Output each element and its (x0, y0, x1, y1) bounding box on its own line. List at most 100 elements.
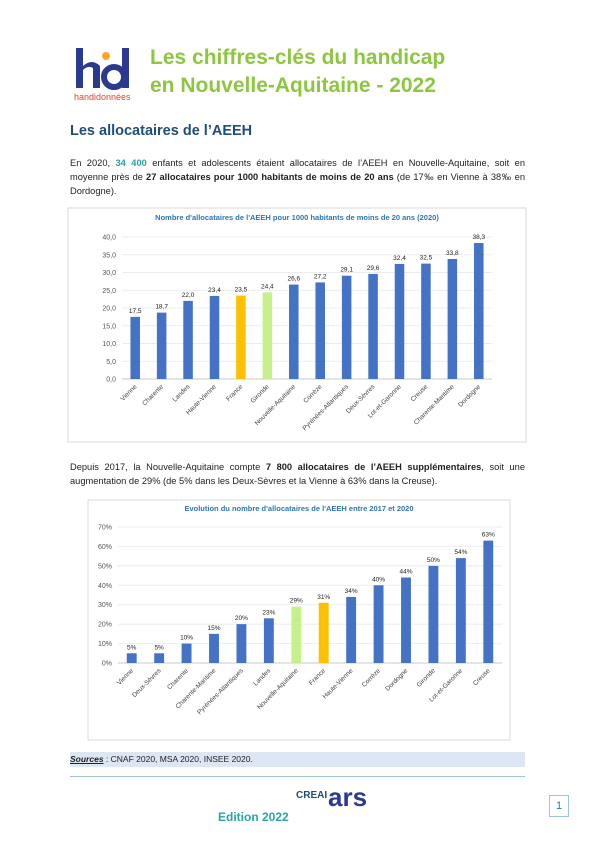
y-tick-label: 60% (98, 544, 112, 551)
x-tick-label: Charente (141, 383, 165, 407)
text: Depuis 2017, la Nouvelle-Aquitaine compt… (70, 462, 266, 472)
bar (154, 653, 165, 663)
text: 27 allocataires pour 1000 habitants de m… (146, 172, 394, 182)
data-label: 26,6 (287, 276, 300, 283)
data-label: 18,7 (155, 304, 168, 311)
data-label: 22,0 (182, 292, 195, 299)
logo-creai: CREAI (296, 790, 328, 801)
sources-label: Sources (70, 754, 104, 764)
data-label: 15% (207, 625, 220, 632)
title-line: Les chiffres-clés du handicap (150, 46, 446, 69)
bar (181, 643, 192, 663)
bar (130, 316, 140, 379)
text: 34 400 (115, 158, 147, 168)
data-label: 38,3 (472, 234, 485, 241)
bar (209, 633, 219, 663)
bar (346, 596, 357, 663)
bar (474, 243, 484, 379)
x-tick-label: Vienne (119, 383, 138, 402)
bar (291, 606, 302, 663)
x-tick-label: Charente (166, 667, 190, 691)
bar (318, 602, 329, 663)
bar (183, 300, 193, 379)
bar (483, 540, 494, 663)
data-label: 5% (127, 644, 137, 651)
y-tick-label: 70% (98, 525, 112, 532)
x-tick-label: Landes (252, 667, 273, 688)
logo-text: handidonnées (74, 92, 131, 102)
paragraph: Depuis 2017, la Nouvelle-Aquitaine compt… (70, 460, 525, 488)
data-label: 23,5 (235, 287, 248, 294)
text: , soit une augmentation de 29% (de 5% da… (70, 462, 526, 486)
page-number: 1 (549, 795, 569, 817)
x-tick-label: Creuse (410, 383, 430, 403)
bar (236, 624, 247, 663)
sources-text: : CNAF 2020, MSA 2020, INSEE 2020. (103, 754, 253, 764)
x-tick-label: France (225, 383, 245, 403)
data-label: 29% (290, 598, 303, 605)
bar (428, 565, 439, 663)
data-label: 23,4 (208, 287, 221, 294)
y-tick-label: 10,0 (102, 341, 116, 348)
y-tick-label: 35,0 (102, 252, 116, 259)
y-tick-label: 30,0 (102, 270, 116, 277)
x-tick-label: Vienne (116, 667, 135, 686)
data-label: 24,4 (261, 283, 274, 290)
data-label: 63% (482, 532, 495, 539)
y-tick-label: 0,0 (106, 377, 116, 384)
y-tick-label: 0% (102, 661, 112, 668)
data-label: 5% (154, 644, 164, 651)
x-tick-label: France (308, 667, 328, 687)
x-tick-label: Dordogne (457, 383, 482, 408)
section-title: Les allocataires de l’AEEH (70, 123, 253, 139)
data-label: 29,6 (367, 265, 380, 272)
data-label: 10% (180, 635, 193, 642)
title-line: en Nouvelle-Aquitaine - 2022 (150, 74, 436, 97)
y-tick-label: 5,0 (106, 359, 116, 366)
text: En 2020, (70, 158, 116, 168)
x-tick-label: Deux-Sèvres (131, 667, 163, 699)
data-label: 32,4 (393, 255, 406, 262)
chart-frame (87, 499, 511, 741)
bar (262, 292, 273, 379)
data-label: 29,1 (340, 267, 353, 274)
data-label: 17,5 (129, 308, 142, 315)
bar (341, 275, 352, 379)
x-tick-label: Pyrénées-Atlantiques (196, 667, 245, 716)
chart-frame (67, 207, 527, 443)
x-tick-label: Pyrénées-Atlantiques (301, 383, 350, 432)
x-tick-label: Dordogne (384, 667, 409, 692)
bar (368, 273, 378, 379)
logo-ars: ars (328, 782, 368, 812)
bar (126, 653, 137, 663)
bar (236, 295, 246, 379)
y-tick-label: 20% (98, 622, 112, 629)
y-tick-label: 50% (98, 563, 112, 570)
y-tick-label: 10% (98, 641, 112, 648)
y-tick-label: 15,0 (102, 323, 116, 330)
x-tick-label: Gironde (416, 667, 438, 689)
bar (263, 618, 274, 663)
paragraph: En 2020, 34 400 enfants et adolescents é… (70, 156, 525, 198)
bar (209, 295, 220, 379)
data-label: 23% (262, 609, 275, 616)
bar (289, 284, 299, 379)
footer-rule (70, 776, 525, 777)
y-tick-label: 25,0 (102, 288, 116, 295)
data-label: 54% (454, 549, 467, 556)
bar (315, 282, 325, 379)
logo: handidonnées (74, 48, 131, 102)
bar (455, 558, 466, 663)
bar (394, 263, 405, 379)
sources: Sources : CNAF 2020, MSA 2020, INSEE 202… (70, 752, 525, 767)
data-label: 27,2 (314, 273, 327, 280)
bar (421, 263, 431, 379)
data-label: 40% (372, 576, 385, 583)
x-tick-label: Corrèze (302, 383, 324, 405)
x-tick-label: Creuse (472, 667, 492, 687)
x-tick-label: Corrèze (361, 667, 383, 689)
data-label: 34% (345, 588, 358, 595)
y-tick-label: 20,0 (102, 306, 116, 313)
